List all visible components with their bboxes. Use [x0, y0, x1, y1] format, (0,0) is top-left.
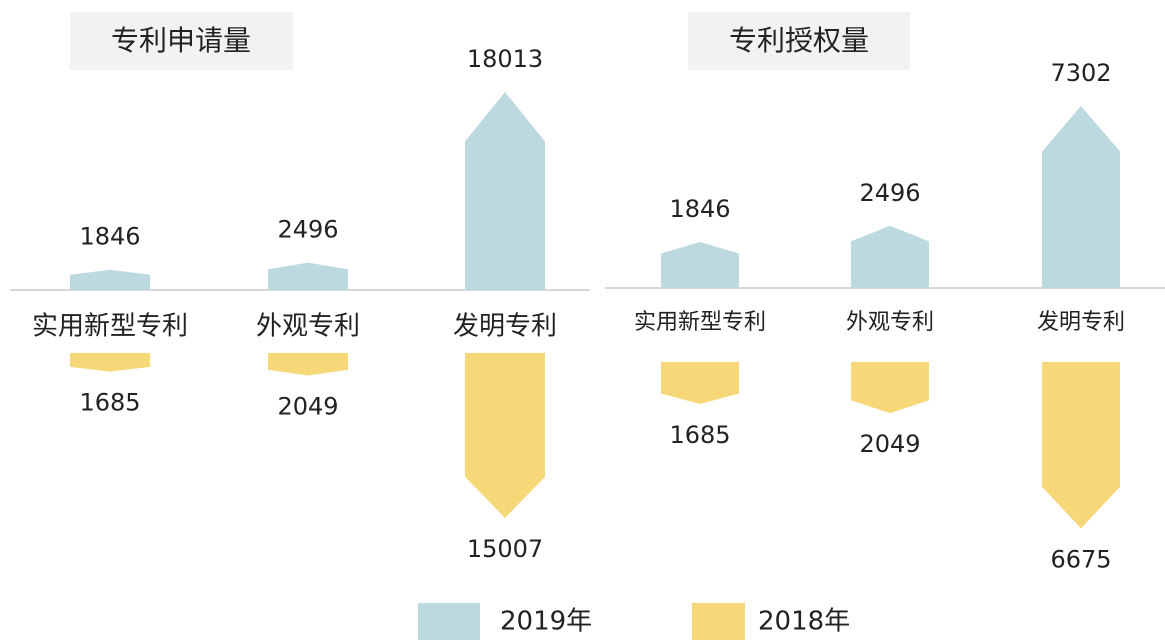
category-label: 发明专利 [453, 312, 557, 342]
arrow-bar [268, 262, 348, 290]
value-label: 1685 [669, 421, 730, 449]
category-label: 实用新型专利 [634, 310, 766, 335]
legend-swatch [418, 603, 480, 640]
arrow-bar [851, 362, 929, 414]
value-label: 2049 [277, 393, 338, 421]
arrow-bar [465, 92, 545, 290]
arrow-bar [268, 353, 348, 376]
value-label: 1846 [79, 223, 140, 251]
value-label: 1846 [669, 195, 730, 223]
arrow-bar [465, 353, 545, 518]
arrow-bar [851, 225, 929, 288]
legend-label: 2018年 [758, 607, 850, 637]
category-label: 发明专利 [1037, 310, 1125, 335]
category-label: 外观专利 [256, 312, 360, 342]
legend-label: 2019年 [500, 607, 592, 637]
value-label: 7302 [1050, 59, 1111, 87]
category-label: 外观专利 [846, 310, 934, 335]
arrow-bar [70, 269, 150, 290]
chart-title: 专利申请量 [111, 24, 251, 57]
value-label: 1685 [79, 389, 140, 417]
value-label: 6675 [1050, 545, 1111, 573]
category-label: 实用新型专利 [32, 312, 188, 342]
arrow-bar [70, 353, 150, 372]
arrow-bar [1042, 362, 1120, 529]
value-label: 15007 [467, 535, 543, 563]
arrow-bar [1042, 106, 1120, 288]
title-box [688, 12, 910, 70]
arrow-bar [661, 362, 739, 404]
chart-title: 专利授权量 [729, 24, 869, 57]
legend-swatch [692, 603, 745, 640]
arrow-bar [661, 241, 739, 288]
value-label: 2496 [859, 179, 920, 207]
title-box [70, 12, 293, 70]
value-label: 2496 [277, 216, 338, 244]
value-label: 18013 [467, 45, 543, 73]
value-label: 2049 [859, 430, 920, 458]
